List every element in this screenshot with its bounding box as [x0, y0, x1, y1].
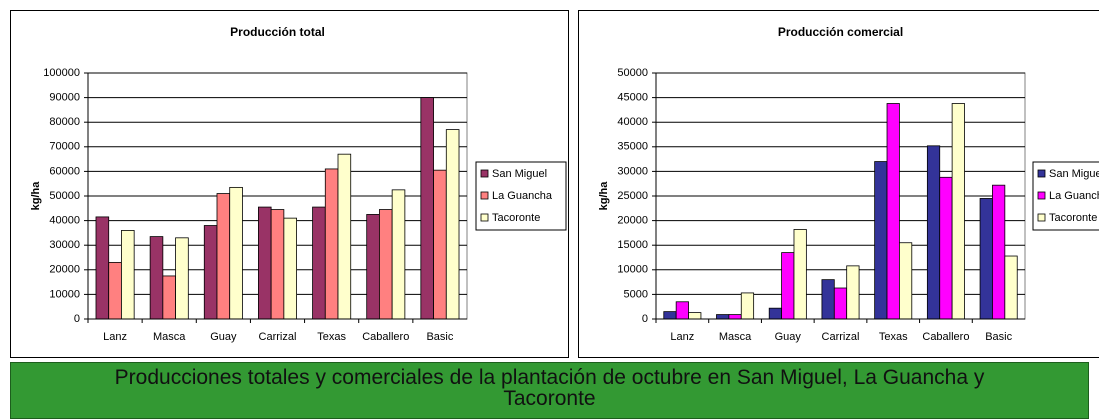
y-tick-label: 40000: [49, 215, 80, 227]
y-tick-label: 25000: [617, 190, 648, 202]
bar: [337, 153, 352, 320]
x-tick-label: Lanz: [670, 331, 694, 343]
legend-swatch: [1037, 213, 1046, 222]
bar: [716, 314, 730, 320]
bar: [688, 312, 702, 320]
bar: [793, 229, 807, 320]
x-tick-label: Masca: [719, 331, 752, 343]
legend-label: La Guancha: [492, 190, 553, 202]
bar: [663, 311, 677, 320]
bar: [379, 209, 393, 320]
x-tick-label: Caballero: [362, 331, 409, 343]
bar: [781, 252, 795, 320]
bar: [874, 161, 888, 320]
bar: [979, 198, 993, 320]
y-tick-label: 30000: [49, 239, 80, 251]
legend-swatch: [480, 191, 489, 200]
x-tick-label: Masca: [153, 331, 186, 343]
bar: [108, 262, 122, 320]
x-tick-label: Basic: [985, 331, 1012, 343]
legend-label: San Miguel: [1049, 168, 1099, 180]
legend-swatch: [480, 213, 489, 222]
chart-title: Producción total: [230, 25, 325, 39]
y-axis-label: kg/ha: [598, 181, 610, 211]
x-tick-label: Guay: [210, 331, 237, 343]
bar: [121, 230, 135, 320]
y-tick-label: 80000: [49, 116, 80, 128]
legend-swatch: [1037, 169, 1046, 178]
legend-label: Tacoronte: [1049, 212, 1097, 224]
x-tick-label: Texas: [317, 331, 346, 343]
y-tick-label: 70000: [49, 141, 80, 153]
y-tick-label: 20000: [617, 215, 648, 227]
y-tick-label: 5000: [624, 288, 648, 300]
bar: [324, 168, 339, 320]
bar: [216, 193, 231, 320]
bar: [175, 237, 189, 320]
bar: [149, 236, 164, 320]
x-tick-label: Guay: [775, 331, 802, 343]
x-tick-label: Lanz: [103, 331, 127, 343]
x-tick-label: Carrizal: [822, 331, 860, 343]
bar: [162, 275, 176, 320]
bar: [1004, 255, 1018, 320]
bar: [258, 206, 272, 320]
x-tick-label: Carrizal: [259, 331, 297, 343]
bar: [675, 301, 689, 320]
charts: Producción total kg/ha 0 10000 20000 30000 400…: [10, 10, 1099, 358]
bar: [951, 103, 965, 320]
bar: [768, 307, 782, 320]
y-tick-label: 10000: [617, 264, 648, 276]
y-tick-label: 40000: [617, 116, 648, 128]
y-tick-label: 0: [642, 313, 648, 325]
caption: Producciones totales y comerciales de la…: [114, 366, 985, 410]
bar: [420, 97, 434, 320]
legend-label: San Miguel: [492, 168, 547, 180]
x-tick-label: Texas: [879, 331, 908, 343]
y-tick-label: 60000: [49, 165, 80, 177]
y-tick-label: 0: [74, 313, 80, 325]
bar: [886, 103, 900, 320]
y-tick-label: 45000: [617, 92, 648, 104]
bar: [899, 242, 913, 320]
y-tick-label: 20000: [49, 264, 80, 276]
y-tick-label: 100000: [43, 67, 80, 79]
bar: [95, 216, 110, 320]
y-tick-label: 35000: [617, 141, 648, 153]
legend-swatch: [480, 169, 489, 178]
legend-swatch: [1037, 191, 1046, 200]
bar: [433, 169, 447, 320]
y-tick-label: 15000: [617, 239, 648, 251]
bar: [821, 279, 835, 320]
x-tick-label: Basic: [426, 331, 453, 343]
bar: [846, 265, 860, 320]
bar: [992, 184, 1006, 320]
bar: [283, 217, 297, 320]
y-tick-label: 90000: [49, 92, 80, 104]
legend-label: Tacoronte: [492, 212, 540, 224]
bar: [728, 314, 742, 320]
x-tick-label: Caballero: [922, 331, 969, 343]
chart-title: Producción comercial: [778, 25, 903, 39]
legend-box: [475, 161, 567, 231]
legend-label: La Guancha: [1049, 190, 1099, 202]
caption-box: Producciones totales y comerciales de la…: [10, 362, 1089, 419]
y-tick-label: 30000: [617, 165, 648, 177]
y-tick-label: 50000: [49, 190, 80, 202]
bar: [939, 176, 953, 320]
y-tick-label: 50000: [617, 67, 648, 79]
bar: [926, 145, 941, 320]
bar: [740, 292, 755, 320]
bar: [445, 129, 460, 320]
bar: [203, 225, 218, 320]
bar: [270, 209, 285, 320]
y-tick-label: 10000: [49, 288, 80, 300]
bar: [312, 206, 326, 320]
bar: [366, 214, 380, 320]
y-axis-label: kg/ha: [30, 181, 42, 211]
bar: [833, 287, 848, 320]
bar: [391, 189, 406, 320]
bar: [229, 186, 243, 320]
